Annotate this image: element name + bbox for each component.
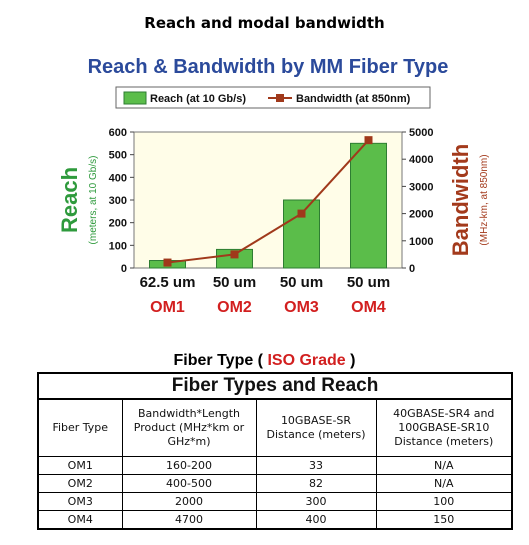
table-header-cell: Fiber Type: [37, 398, 123, 457]
table-header-cell: Bandwidth*Length Product (MHz*km or GHz*…: [121, 398, 257, 457]
table-cell: 400: [255, 510, 377, 530]
bandwidth-point: [297, 209, 306, 218]
reach-bar: [216, 248, 253, 269]
y-right-tick-label: 2000: [409, 209, 433, 221]
y-right-tick-label: 4000: [409, 154, 433, 166]
y-left-tick-label: 400: [109, 172, 127, 184]
y-right-tick-label: 5000: [409, 127, 433, 139]
table-row: OM3 2000 300 100: [37, 492, 513, 511]
table-cell: 2000: [121, 492, 257, 511]
table-cell: 300: [255, 492, 377, 511]
table-row: OM2 400-500 82 N/A: [37, 474, 513, 493]
table-header-row: Fiber Type Bandwidth*Length Product (MHz*…: [37, 398, 513, 457]
legend-label-bandwidth: Bandwidth (at 850nm): [296, 93, 411, 105]
category-grade-label: OM1: [150, 299, 185, 316]
x-axis-label-prefix: Fiber Type (: [173, 352, 268, 369]
category-grade-label: OM4: [351, 299, 386, 316]
category-label: 62.5 um: [140, 274, 196, 291]
y-right-tick-label: 3000: [409, 181, 433, 193]
table-cell: OM3: [37, 492, 123, 511]
category-label: 50 um: [280, 274, 323, 291]
legend-label-reach: Reach (at 10 Gb/s): [150, 93, 246, 105]
legend-swatch-reach: [123, 91, 147, 105]
y-left-tick-label: 200: [109, 218, 127, 230]
table-cell: 400-500: [121, 474, 257, 493]
category-label: 50 um: [347, 274, 390, 291]
table-cell: OM1: [37, 456, 123, 475]
category-labels: 62.5 um 50 um 50 um 50 um OM1 OM2 OM3 OM4: [140, 274, 391, 316]
y-left-tick-label: 0: [121, 263, 127, 275]
page-caption: Reach and modal bandwidth: [144, 14, 385, 32]
bandwidth-point: [364, 136, 373, 145]
y-left-label: Reach: [57, 167, 82, 233]
fiber-table-container: Fiber Types and Reach Fiber Type Bandwidt…: [36, 372, 514, 530]
table-cell: 82: [255, 474, 377, 493]
x-axis-label: Fiber Type ( ISO Grade ): [0, 352, 529, 370]
y-right-tick-label: 1000: [409, 236, 433, 248]
x-axis-label-suffix: ): [345, 352, 356, 369]
table-body: OM1 160-200 33 N/A OM2 400-500 82 N/A OM3 2000 300…: [37, 456, 513, 530]
fiber-types-table: Fiber Types and Reach Fiber Type Bandwidt…: [36, 372, 514, 530]
y-left-tick-label: 300: [109, 195, 127, 207]
y-right-label: Bandwidth: [448, 144, 473, 256]
y-left-tick-label: 500: [109, 150, 127, 162]
table-cell: 4700: [121, 510, 257, 530]
reach-bar: [350, 142, 387, 269]
x-axis-label-grade: ISO Grade: [267, 352, 346, 369]
legend-marker-bandwidth: [276, 94, 284, 102]
chart-legend: Reach (at 10 Gb/s) Bandwidth (at 850nm): [115, 86, 431, 109]
y-left-ticks: 0 100 200 300 400 500 600: [109, 127, 134, 275]
category-label: 50 um: [213, 274, 256, 291]
chart-title: Reach & Bandwidth by MM Fiber Type: [88, 56, 449, 78]
table-cell: N/A: [375, 474, 513, 493]
bandwidth-line: [163, 136, 373, 267]
table-title: Fiber Types and Reach: [36, 372, 514, 400]
bandwidth-line-path: [167, 139, 370, 264]
table-cell: 150: [375, 510, 513, 530]
y-left-sublabel: (meters, at 10 Gb/s): [88, 156, 99, 245]
table-row: OM4 4700 400 150: [37, 510, 513, 530]
y-left-tick-label: 600: [109, 127, 127, 139]
reach-bandwidth-chart: Reach & Bandwidth by MM Fiber Type Reach…: [57, 56, 490, 316]
y-right-ticks: 0 1000 2000 3000 4000 5000: [402, 127, 433, 275]
y-left-tick-label: 100: [109, 240, 127, 252]
table-cell: OM2: [37, 474, 123, 493]
table-header-cell: 40GBASE-SR4 and 100GBASE-SR10 Distance (…: [375, 398, 513, 457]
table-header-cell: 10GBASE-SR Distance (meters): [255, 398, 377, 457]
table-cell: 33: [255, 456, 377, 475]
table-cell: 100: [375, 492, 513, 511]
y-right-tick-label: 0: [409, 263, 415, 275]
bandwidth-point: [230, 250, 239, 259]
table-cell: N/A: [375, 456, 513, 475]
bandwidth-point: [163, 258, 172, 267]
category-grade-label: OM2: [217, 299, 252, 316]
y-right-sublabel: (MHz-km, at 850nm): [479, 154, 490, 245]
category-grade-label: OM3: [284, 299, 319, 316]
table-cell: OM4: [37, 510, 123, 530]
table-cell: 160-200: [121, 456, 257, 475]
table-row: OM1 160-200 33 N/A: [37, 456, 513, 475]
